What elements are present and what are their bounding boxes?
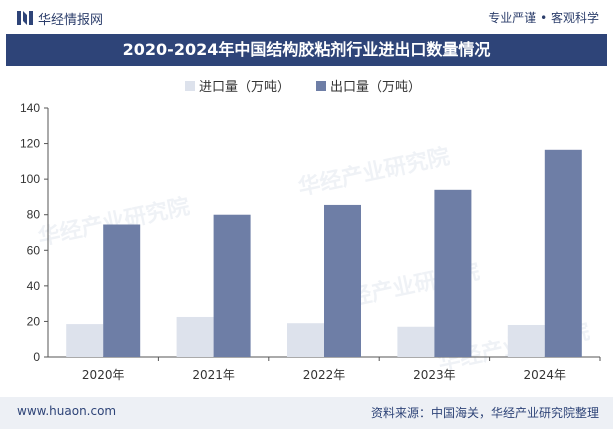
bar-export — [544, 149, 582, 357]
footer-url[interactable]: www.huaon.com — [17, 404, 117, 418]
bar-export — [213, 214, 251, 357]
y-tick-label: 140 — [20, 101, 40, 115]
chart-title: 2020-2024年中国结构胶粘剂行业进出口数量情况 — [6, 34, 607, 66]
y-tick-label: 0 — [33, 350, 40, 364]
bar-export — [434, 189, 472, 357]
y-tick-label: 120 — [20, 137, 40, 151]
x-tick-label: 2021年 — [192, 368, 235, 382]
x-tick-label: 2020年 — [82, 368, 125, 382]
y-tick-label: 20 — [27, 314, 41, 328]
logo-icon — [17, 11, 33, 25]
x-tick-label: 2022年 — [303, 368, 346, 382]
bar-import — [397, 326, 435, 357]
watermark-text: 华经产业研究院 — [296, 143, 452, 200]
brand-name: 华经情报网 — [38, 13, 104, 28]
legend-item-import: 进口量（万吨） — [185, 76, 290, 95]
footer: www.huaon.com 资料来源：中国海关，华经产业研究院整理 — [0, 397, 613, 429]
y-tick-label: 80 — [27, 208, 41, 222]
y-tick-label: 100 — [20, 172, 40, 186]
top-bar: 华经情报网 专业严谨 • 客观科学 — [0, 0, 613, 34]
x-tick-label: 2023年 — [413, 368, 456, 382]
bar-export — [103, 224, 141, 357]
legend-swatch-import — [185, 80, 195, 91]
legend-item-export: 出口量（万吨） — [316, 76, 421, 95]
bar-import — [176, 316, 214, 357]
bar-export — [324, 204, 361, 357]
y-tick-label: 60 — [27, 243, 41, 257]
footer-source: 资料来源：中国海关，华经产业研究院整理 — [370, 406, 599, 420]
bar-import — [66, 324, 104, 357]
bar-import — [507, 324, 545, 357]
bar-chart: 华经产业研究院华经产业研究院华经产业研究院华经产业研究院020406080100… — [20, 101, 601, 382]
y-tick-label: 40 — [27, 279, 41, 293]
legend-label-export: 出口量（万吨） — [330, 80, 422, 95]
x-tick-label: 2024年 — [524, 368, 567, 382]
tagline: 专业严谨 • 客观科学 — [488, 11, 599, 25]
legend-label-import: 进口量（万吨） — [199, 80, 291, 95]
legend-swatch-export — [316, 80, 326, 91]
bar-import — [287, 323, 324, 357]
